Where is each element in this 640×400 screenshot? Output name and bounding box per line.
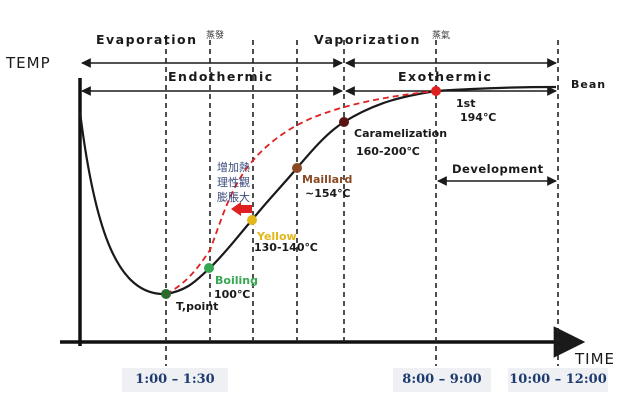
marker-maillard bbox=[292, 163, 302, 173]
annotation-line-1: 增加熱 bbox=[217, 160, 250, 174]
development-label: Development bbox=[452, 162, 544, 176]
annotation-line-2: 理性觀 bbox=[217, 175, 250, 189]
point-temp-1st: 194℃ bbox=[460, 111, 496, 124]
time-label-3: 10:00 – 12:00 bbox=[508, 368, 608, 392]
bean-label: Bean bbox=[571, 78, 606, 91]
vaporization-note: 蒸氣 bbox=[432, 29, 450, 41]
point-temp-maillard: ~154℃ bbox=[305, 187, 351, 200]
marker-boiling bbox=[204, 263, 214, 273]
vaporization-label: Vaporization bbox=[314, 32, 421, 47]
time-label-2: 8:00 – 9:00 bbox=[393, 368, 491, 392]
marker-caramelization bbox=[339, 117, 349, 127]
series-dashed-line bbox=[165, 90, 437, 295]
evaporation-note: 蒸發 bbox=[206, 29, 224, 41]
annotation-note: 增加熱 理性觀 膨脹大 bbox=[217, 160, 250, 204]
point-label-boiling: Boiling bbox=[215, 274, 258, 287]
exothermic-label: Exothermic bbox=[398, 69, 492, 84]
point-temp-boiling: 100℃ bbox=[214, 288, 250, 301]
time-label-1: 1:00 – 1:30 bbox=[122, 368, 228, 392]
annotation-arrow-shaft bbox=[240, 205, 252, 213]
x-axis-label: TIME bbox=[574, 350, 615, 368]
evaporation-label: Evaporation bbox=[96, 32, 198, 47]
endothermic-label: Endothermic bbox=[168, 69, 274, 84]
annotation-arrow bbox=[231, 202, 252, 216]
point-temp-caramelization: 160-200℃ bbox=[356, 145, 420, 158]
marker-1st bbox=[431, 86, 441, 96]
y-axis-label: TEMP bbox=[5, 54, 51, 72]
annotation-arrow-head bbox=[231, 202, 241, 216]
point-label-yellow: Yellow bbox=[256, 230, 297, 243]
point-temp-yellow: 130-140℃ bbox=[254, 241, 318, 254]
point-label-1st: 1st bbox=[456, 97, 475, 110]
point-label-t-point: T,point bbox=[176, 300, 218, 313]
annotation-line-3: 膨脹大 bbox=[217, 190, 250, 204]
point-label-caramelization: Caramelization bbox=[354, 127, 447, 140]
curve-markers bbox=[161, 86, 441, 299]
marker-t-point bbox=[161, 289, 171, 299]
point-label-maillard: Maillard bbox=[302, 173, 352, 186]
marker-yellow bbox=[247, 215, 257, 225]
